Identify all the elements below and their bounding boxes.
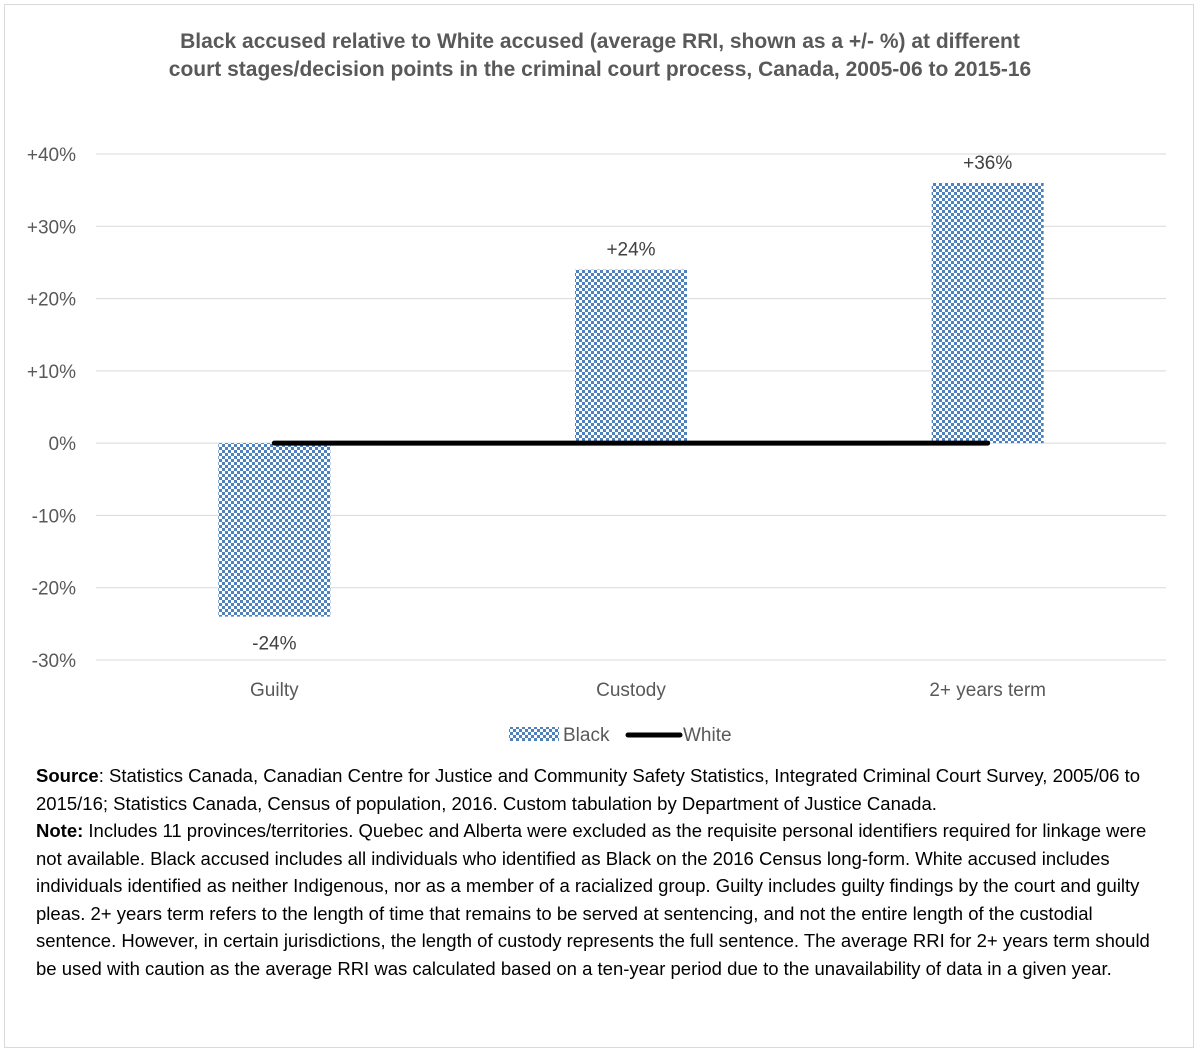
y-tick-label: -20%	[32, 579, 76, 600]
x-category-label: Custody	[596, 680, 666, 701]
legend-label-white: White	[683, 725, 732, 746]
chart-notes: Source: Statistics Canada, Canadian Cent…	[36, 762, 1166, 982]
note-paragraph: Note: Includes 11 provinces/territories.…	[36, 817, 1166, 982]
data-label: +24%	[606, 240, 655, 261]
bars-black	[218, 182, 1044, 617]
chart-title-line-2: court stages/decision points in the crim…	[168, 58, 1032, 81]
source-paragraph: Source: Statistics Canada, Canadian Cent…	[36, 762, 1166, 817]
bar-black	[218, 443, 331, 617]
y-tick-label: -30%	[32, 651, 76, 672]
y-tick-label: -10%	[32, 506, 76, 527]
bar-chart: +40% +30% +20% +10% 0% -10% -20% -30% -24% +24% +…	[27, 145, 1166, 746]
note-label: Note:	[36, 820, 84, 841]
y-tick-label: +40%	[27, 145, 76, 166]
data-label: +36%	[963, 153, 1012, 174]
legend-swatch-black	[509, 727, 559, 741]
y-tick-label: +10%	[27, 362, 76, 383]
x-axis-category-labels: Guilty Custody 2+ years term	[250, 680, 1046, 701]
legend-label-black: Black	[563, 725, 610, 746]
bar-black	[931, 182, 1044, 444]
chart-title-line-1: Black accused relative to White accused …	[180, 30, 1020, 53]
y-tick-label: +30%	[27, 217, 76, 238]
y-tick-label: +20%	[27, 290, 76, 311]
y-tick-label: 0%	[49, 434, 77, 455]
x-category-label: 2+ years term	[929, 680, 1046, 701]
legend: Black White	[509, 725, 732, 746]
x-category-label: Guilty	[250, 680, 299, 701]
y-axis-tick-labels: +40% +30% +20% +10% 0% -10% -20% -30%	[27, 145, 76, 672]
bar-black	[575, 269, 687, 444]
chart-frame	[4, 4, 1194, 1048]
source-text: : Statistics Canada, Canadian Centre for…	[36, 765, 1141, 814]
chart-title: Black accused relative to White accused …	[0, 28, 1200, 84]
data-label: -24%	[252, 634, 296, 655]
note-text: Includes 11 provinces/territories. Quebe…	[36, 820, 1150, 979]
data-labels: -24% +24% +36%	[252, 153, 1012, 655]
source-label: Source	[36, 765, 99, 786]
